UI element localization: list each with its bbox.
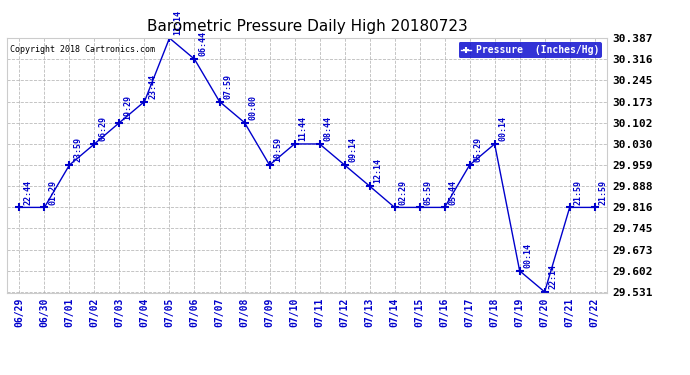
Text: 06:44: 06:44 bbox=[199, 32, 208, 56]
Text: 00:14: 00:14 bbox=[524, 243, 533, 268]
Text: 22:44: 22:44 bbox=[23, 180, 32, 205]
Text: Copyright 2018 Cartronics.com: Copyright 2018 Cartronics.com bbox=[10, 45, 155, 54]
Text: 19:29: 19:29 bbox=[124, 95, 132, 120]
Text: 21:59: 21:59 bbox=[574, 180, 583, 205]
Text: 23:59: 23:59 bbox=[74, 137, 83, 162]
Text: 09:14: 09:14 bbox=[348, 137, 357, 162]
Text: 02:29: 02:29 bbox=[399, 180, 408, 205]
Text: 05:44: 05:44 bbox=[448, 180, 457, 205]
Text: 23:44: 23:44 bbox=[148, 74, 157, 99]
Text: 05:29: 05:29 bbox=[474, 137, 483, 162]
Text: 11:44: 11:44 bbox=[299, 116, 308, 141]
Text: 07:59: 07:59 bbox=[224, 74, 233, 99]
Text: 05:59: 05:59 bbox=[424, 180, 433, 205]
Text: 01:29: 01:29 bbox=[48, 180, 57, 205]
Text: 12:14: 12:14 bbox=[374, 158, 383, 183]
Title: Barometric Pressure Daily High 20180723: Barometric Pressure Daily High 20180723 bbox=[147, 18, 467, 33]
Text: 00:00: 00:00 bbox=[248, 95, 257, 120]
Text: 22:14: 22:14 bbox=[549, 264, 558, 289]
Text: 11:14: 11:14 bbox=[174, 10, 183, 35]
Text: 21:59: 21:59 bbox=[599, 180, 608, 205]
Text: 00:14: 00:14 bbox=[499, 116, 508, 141]
Text: 10:59: 10:59 bbox=[274, 137, 283, 162]
Legend: Pressure  (Inches/Hg): Pressure (Inches/Hg) bbox=[459, 42, 602, 58]
Text: 06:29: 06:29 bbox=[99, 116, 108, 141]
Text: 08:44: 08:44 bbox=[324, 116, 333, 141]
